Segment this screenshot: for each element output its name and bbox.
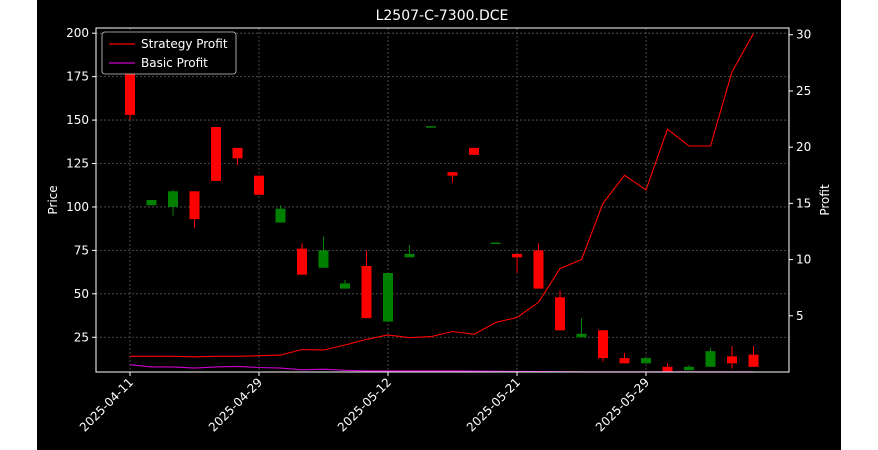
y-tick-label-right: 30: [796, 28, 811, 42]
y-tick-label-left: 100: [66, 200, 89, 214]
candle: [254, 175, 264, 195]
candle-body: [232, 147, 243, 159]
y-axis-label-right: Profit: [818, 184, 832, 216]
candle: [512, 253, 522, 273]
y-tick-label-right: 15: [796, 196, 811, 210]
candle: [576, 318, 587, 338]
candle: [232, 147, 243, 166]
candle-body: [340, 283, 350, 289]
candle: [598, 330, 608, 362]
candle-body: [361, 266, 372, 319]
candle: [189, 191, 200, 228]
candle-body: [684, 366, 694, 371]
candle-body: [168, 191, 178, 207]
candle: [168, 189, 178, 216]
candle-body: [254, 175, 264, 195]
y-tick-label-left: 150: [66, 113, 89, 127]
y-tick-label-left: 125: [66, 157, 89, 171]
y-tick-label-right: 20: [796, 140, 811, 154]
candle-body: [641, 358, 651, 364]
plot-frame: [95, 27, 790, 373]
profit-lines: [129, 33, 754, 373]
candle-body: [146, 200, 157, 206]
candle: [684, 365, 694, 371]
candle: [404, 245, 415, 258]
y-tick-label-left: 175: [66, 70, 89, 84]
candle: [318, 236, 329, 268]
y-axis-label-left: Price: [46, 185, 60, 214]
candle-body: [705, 351, 716, 367]
y-tick-label-right: 5: [796, 309, 804, 323]
x-axis-ticks: 2025-04-11 2025-04-29 2025-05-12 2025-05-21…: [77, 372, 652, 434]
candle: [297, 243, 307, 275]
series-line-basic-profit: [129, 364, 754, 373]
candle-body: [404, 253, 415, 258]
legend-label-basic-profit: Basic Profit: [141, 56, 208, 70]
candle-body: [619, 358, 630, 364]
y-tick-label-left: 25: [74, 330, 89, 344]
candle-body: [297, 248, 307, 275]
x-tick-label: 2025-05-12: [335, 375, 394, 434]
left-axis-ticks: 25 50 75 100 125 150 175 200: [66, 26, 96, 344]
candle-body: [662, 366, 673, 372]
y-tick-label-left: 75: [74, 243, 89, 257]
legend-label-strategy-profit: Strategy Profit: [141, 37, 228, 51]
candle-body: [555, 297, 565, 331]
candle-body: [275, 208, 286, 223]
candle: [469, 147, 479, 155]
candle: [383, 272, 393, 322]
candle-body: [490, 242, 501, 245]
candle-body: [748, 354, 759, 367]
candle: [662, 363, 673, 372]
candle: [555, 290, 565, 331]
candle: [705, 347, 716, 367]
candle-body: [211, 127, 221, 181]
legend: Strategy Profit Basic Profit: [101, 31, 237, 75]
candle-body: [318, 250, 329, 268]
y-tick-label-right: 25: [796, 84, 811, 98]
chart-title: L2507-C-7300.DCE: [376, 8, 509, 24]
candles: [125, 33, 759, 372]
candle: [361, 250, 372, 319]
candle-body: [576, 333, 587, 338]
candle: [490, 242, 501, 245]
candle: [340, 279, 350, 289]
x-tick-label: 2025-04-11: [77, 375, 136, 434]
candle: [727, 345, 737, 369]
candle: [146, 200, 157, 206]
y-tick-label-left: 50: [74, 287, 89, 301]
grid-lines: [96, 28, 789, 372]
candle-body: [727, 356, 737, 364]
candle-body: [469, 147, 479, 155]
candle: [211, 127, 221, 181]
legend-box: [101, 31, 237, 75]
candle: [275, 205, 286, 223]
candle: [619, 352, 630, 364]
y-tick-label-right: 10: [796, 253, 811, 267]
candle: [641, 358, 651, 364]
candle: [748, 345, 759, 367]
candle-body: [512, 253, 522, 258]
x-tick-label: 2025-04-29: [206, 375, 265, 434]
candle: [426, 126, 436, 128]
candlestick-profit-chart: L2507-C-7300.DCE 25 50 75 100 125 150 175 200 5…: [46, 8, 832, 434]
right-axis-ticks: 5 10 15 20 25 30: [789, 28, 811, 323]
candle-body: [447, 172, 458, 176]
candle-body: [189, 191, 200, 220]
candle: [447, 172, 458, 183]
candle-body: [533, 250, 544, 289]
series-line-strategy-profit: [130, 33, 754, 358]
candle: [533, 243, 544, 289]
candle-body: [383, 272, 393, 322]
x-tick-label: 2025-05-29: [593, 375, 652, 434]
candle-body: [598, 330, 608, 359]
y-tick-label-left: 200: [66, 26, 89, 40]
candle-body: [426, 126, 436, 128]
chart-figure: L2507-C-7300.DCE 25 50 75 100 125 150 175 200 5…: [37, 0, 841, 450]
x-tick-label: 2025-05-21: [464, 375, 523, 434]
